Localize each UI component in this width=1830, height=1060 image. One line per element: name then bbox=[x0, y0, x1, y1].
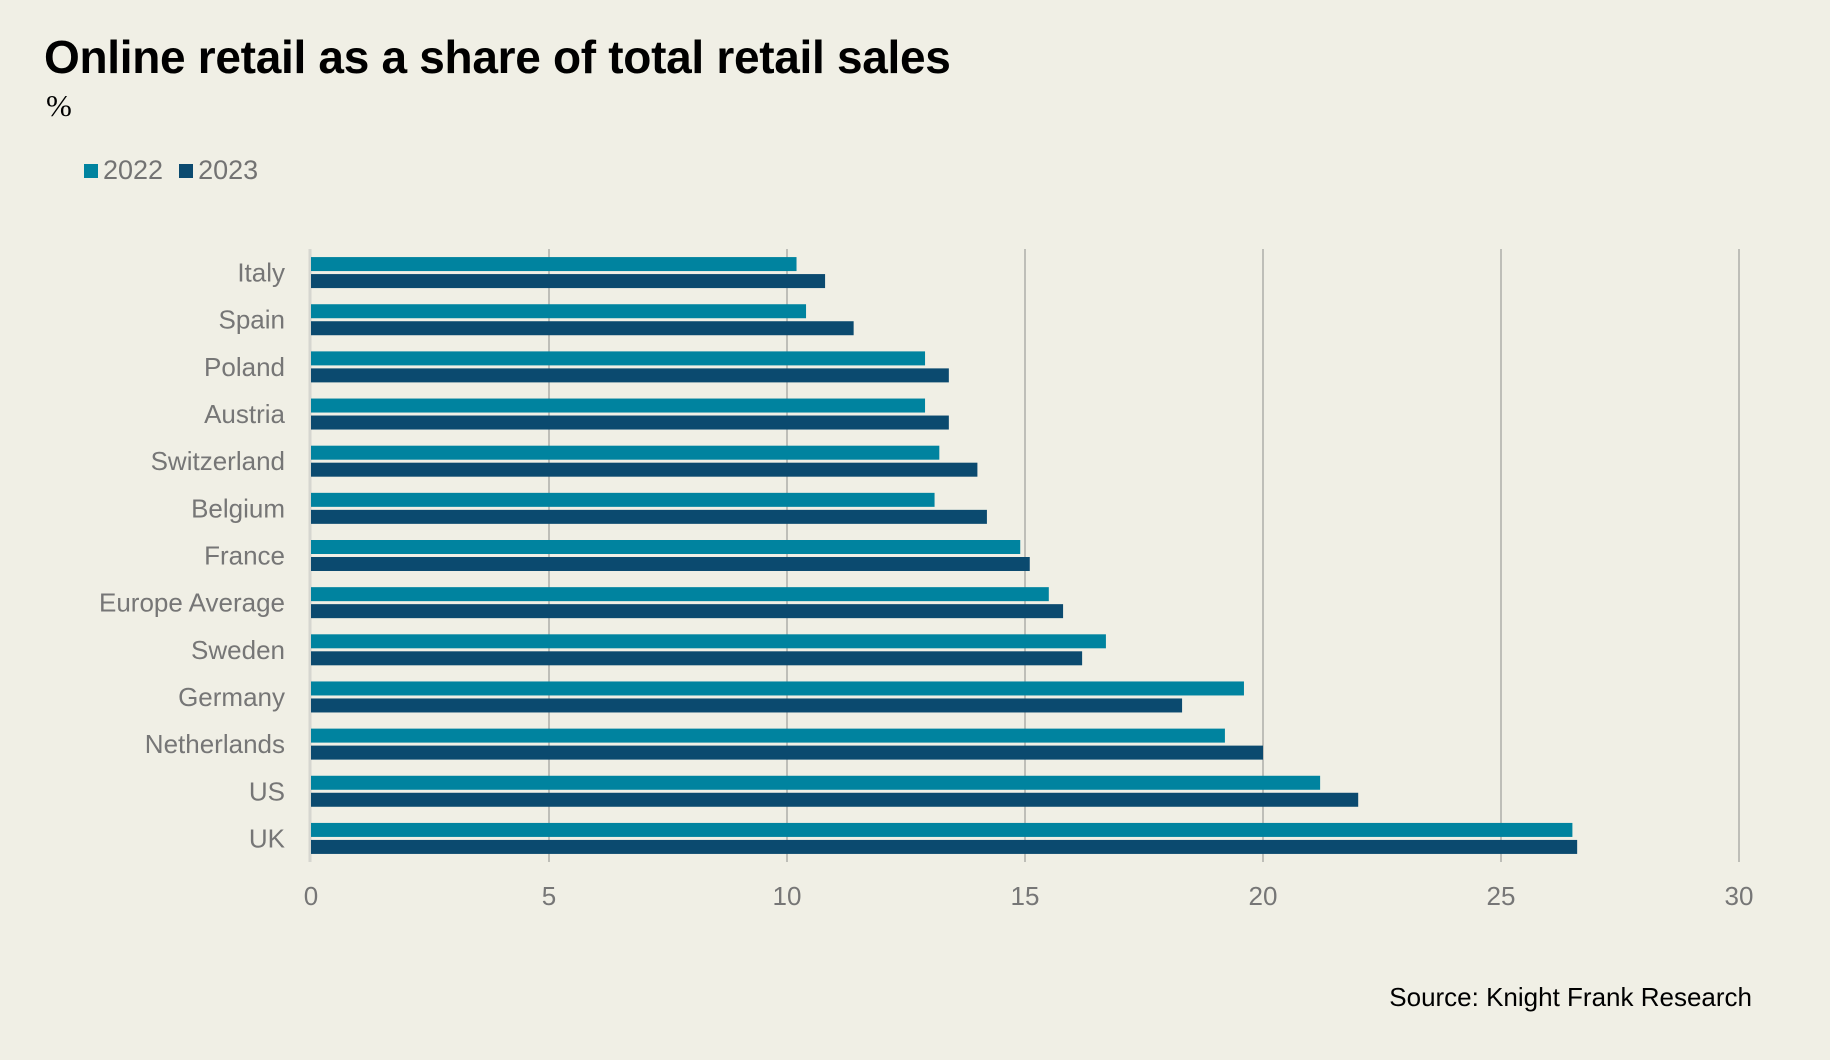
x-tick-label: 5 bbox=[542, 881, 556, 911]
bar-2023-germany[interactable]: Germany 2023: 18.3 bbox=[311, 698, 1183, 713]
bar-2023-uk[interactable]: UK 2023: 26.6 bbox=[311, 839, 1578, 854]
legend-swatch-2022 bbox=[84, 163, 98, 178]
bar-2023-sweden[interactable]: Sweden 2023: 16.2 bbox=[311, 651, 1083, 666]
bar-2023-europe-average[interactable]: Europe Average 2023: 15.8 bbox=[311, 604, 1064, 619]
bar-2023-austria[interactable]: Austria 2023: 13.4 bbox=[311, 415, 949, 430]
bar-2023-italy[interactable]: Italy 2023: 10.8 bbox=[311, 274, 826, 289]
x-tick-label: 10 bbox=[773, 881, 802, 911]
category-label: Germany bbox=[178, 682, 285, 712]
bar-2023-netherlands[interactable]: Netherlands 2023: 20 bbox=[311, 745, 1263, 760]
category-label: Austria bbox=[204, 399, 285, 429]
legend-label-2022: 2022 bbox=[103, 155, 164, 185]
bar-2023-belgium[interactable]: Belgium 2023: 14.2 bbox=[311, 509, 987, 524]
category-label: France bbox=[204, 541, 285, 571]
bar-2023-switzerland[interactable]: Switzerland 2023: 14 bbox=[311, 462, 978, 477]
legend-item-2023[interactable]: 2023 bbox=[179, 155, 258, 186]
category-label: UK bbox=[249, 823, 286, 853]
x-tick-label: 0 bbox=[304, 881, 318, 911]
bar-2022-italy[interactable]: Italy 2022: 10.2 bbox=[311, 257, 797, 272]
bar-2022-europe-average[interactable]: Europe Average 2022: 15.5 bbox=[311, 587, 1049, 602]
bar-2023-us[interactable]: US 2023: 22 bbox=[311, 792, 1359, 807]
legend-swatch-2023 bbox=[179, 163, 194, 178]
legend-label-2023: 2023 bbox=[198, 155, 259, 185]
category-label: Europe Average bbox=[99, 588, 285, 618]
chart-title: Online retail as a share of total retail… bbox=[44, 31, 951, 83]
bar-2022-austria[interactable]: Austria 2022: 12.9 bbox=[311, 398, 926, 413]
legend: 2022 2023 bbox=[84, 155, 274, 186]
bar-2022-belgium[interactable]: Belgium 2022: 13.1 bbox=[311, 492, 935, 507]
bar-2022-sweden[interactable]: Sweden 2022: 16.7 bbox=[311, 634, 1106, 649]
category-label: Italy bbox=[237, 258, 285, 288]
bar-2022-spain[interactable]: Spain 2022: 10.4 bbox=[311, 304, 807, 319]
bar-2022-france[interactable]: France 2022: 14.9 bbox=[311, 540, 1021, 554]
category-label: Netherlands bbox=[145, 729, 285, 759]
x-tick-label: 30 bbox=[1725, 881, 1754, 911]
bar-2022-switzerland[interactable]: Switzerland 2022: 13.2 bbox=[311, 445, 940, 460]
x-tick-label: 25 bbox=[1487, 881, 1516, 911]
x-tick-label: 15 bbox=[1011, 881, 1040, 911]
bar-2022-uk[interactable]: UK 2022: 26.5 bbox=[311, 822, 1573, 837]
category-label: Sweden bbox=[191, 635, 285, 665]
bar-2022-germany[interactable]: Germany 2022: 19.6 bbox=[311, 681, 1244, 696]
bar-2023-poland[interactable]: Poland 2023: 13.4 bbox=[311, 368, 949, 383]
source-note: Source: Knight Frank Research bbox=[1389, 982, 1752, 1012]
category-label: Switzerland bbox=[151, 446, 285, 476]
category-label: Spain bbox=[219, 305, 286, 335]
bar-2022-poland[interactable]: Poland 2022: 12.9 bbox=[311, 351, 926, 366]
category-label: Belgium bbox=[191, 493, 285, 523]
category-label: US bbox=[249, 776, 285, 806]
chart-unit-label: % bbox=[46, 88, 72, 123]
bar-2022-us[interactable]: US 2022: 21.2 bbox=[311, 775, 1321, 790]
category-label: Poland bbox=[204, 352, 285, 382]
bar-2023-france[interactable]: France 2023: 15.1 bbox=[311, 557, 1030, 571]
x-tick-label: 20 bbox=[1249, 881, 1278, 911]
bar-2023-spain[interactable]: Spain 2023: 11.4 bbox=[311, 321, 854, 336]
legend-item-2022[interactable]: 2022 bbox=[84, 155, 163, 186]
bar-2022-netherlands[interactable]: Netherlands 2022: 19.2 bbox=[311, 728, 1225, 743]
